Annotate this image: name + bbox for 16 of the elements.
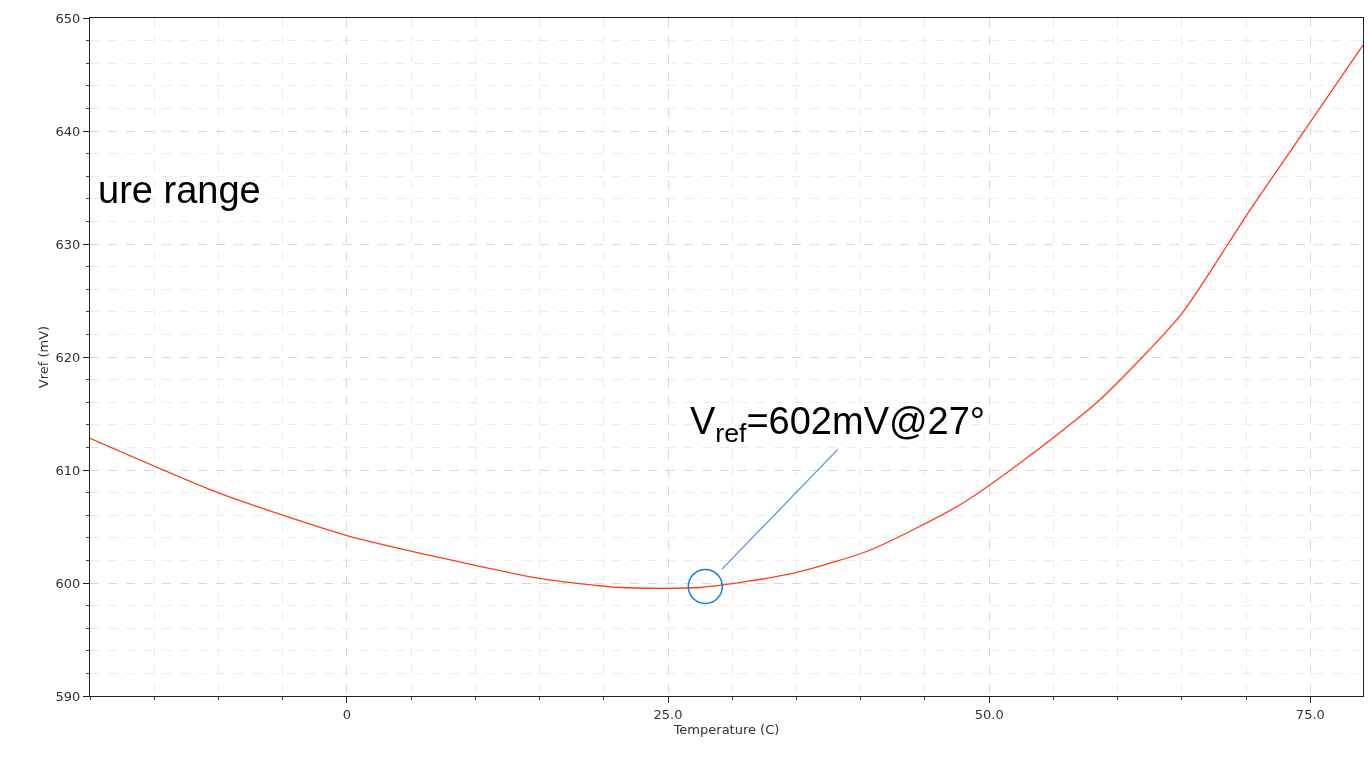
line-series: [90, 44, 1363, 589]
annotation: ure range: [98, 169, 261, 211]
y-tick-label: 650: [55, 10, 81, 26]
x-tick-label: 50.0: [974, 706, 1004, 722]
y-tick-label: 620: [55, 349, 81, 365]
y-axis-title: Vref (mV): [35, 325, 51, 389]
y-tick-label: 640: [55, 123, 81, 139]
annotation: V$_{ref}$=602mV@27°: [690, 400, 986, 448]
y-tick-label: 610: [55, 462, 81, 478]
x-axis-title: Temperature (C): [672, 722, 780, 738]
y-tick-label: 590: [55, 688, 81, 704]
x-tick-label: 75.0: [1295, 706, 1325, 722]
x-tick-label: 25.0: [653, 706, 683, 722]
y-tick-label: 600: [55, 575, 81, 591]
x-tick-label: 0: [342, 706, 352, 722]
y-tick-label: 630: [55, 236, 81, 252]
